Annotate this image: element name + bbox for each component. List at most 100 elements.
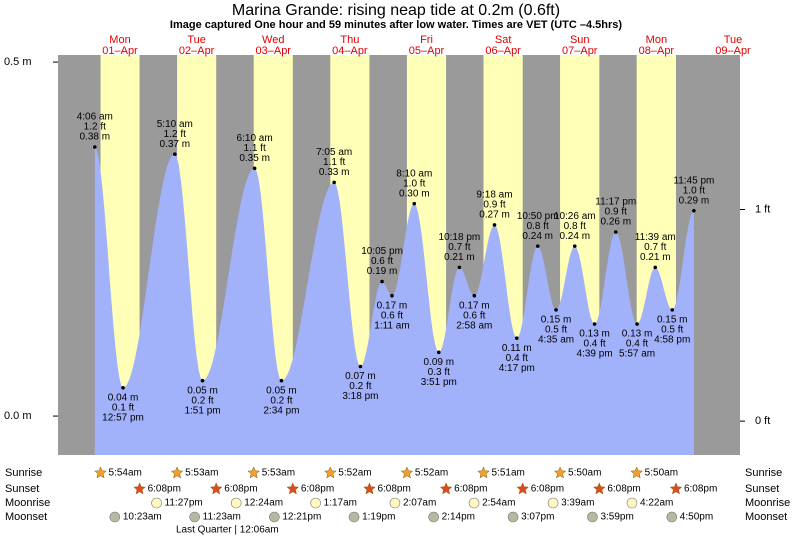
moon-phase: Last Quarter | 12:06am bbox=[176, 525, 279, 536]
row-label: Sunrise bbox=[745, 467, 782, 479]
extreme-label: 1.2 ft bbox=[164, 129, 186, 140]
y-tick-label: 0.5 m bbox=[4, 56, 32, 68]
extreme-label: 0.24 m bbox=[522, 231, 553, 242]
extreme-label: 11:39 am bbox=[635, 232, 676, 243]
extreme-label: 1:11 am bbox=[374, 320, 409, 331]
extreme-label: 0.6 ft bbox=[381, 310, 403, 321]
extreme-label: 1:51 pm bbox=[184, 405, 220, 416]
moon-icon bbox=[428, 511, 439, 523]
sunset-time: 6:08pm bbox=[301, 484, 334, 495]
sun-icon bbox=[94, 466, 107, 479]
day-name: Tue bbox=[724, 34, 743, 46]
moonset-time: 1:19pm bbox=[362, 512, 395, 523]
moonset-time: 10:23am bbox=[123, 512, 162, 523]
extreme-label: 0.5 ft bbox=[661, 325, 683, 336]
sun-icon bbox=[630, 466, 644, 479]
chart-title: Marina Grande: rising neap tide at 0.2m … bbox=[232, 2, 560, 19]
extreme-dot bbox=[613, 230, 618, 234]
moonset-time: 3:07pm bbox=[521, 512, 554, 523]
extreme-dot bbox=[635, 322, 639, 326]
extreme-dot bbox=[358, 364, 363, 369]
extreme-label: 1.2 ft bbox=[84, 122, 106, 133]
row-label: Moonset bbox=[5, 511, 47, 523]
day-name: Sun bbox=[570, 34, 590, 46]
sun-icon bbox=[209, 482, 223, 495]
sunrise-time: 5:53am bbox=[262, 468, 295, 479]
extreme-dot bbox=[200, 378, 205, 383]
extreme-dot bbox=[492, 223, 497, 227]
extreme-label: 3:51 pm bbox=[421, 377, 457, 388]
extreme-label: 0.19 m bbox=[367, 266, 398, 277]
extreme-label: 0.21 m bbox=[640, 252, 671, 263]
day-date: 07–Apr bbox=[562, 45, 598, 57]
extreme-label: 0.7 ft bbox=[644, 242, 666, 253]
sunrise-time: 5:51am bbox=[491, 468, 524, 479]
sun-icon bbox=[323, 466, 337, 479]
extreme-label: 10:26 am bbox=[554, 211, 596, 222]
moonrise-time: 2:07am bbox=[403, 498, 436, 509]
sunset-time: 6:08pm bbox=[607, 484, 640, 495]
extreme-label: 0.17 m bbox=[377, 300, 408, 311]
extreme-label: 11:45 pm bbox=[673, 175, 714, 186]
extreme-label: 0.26 m bbox=[600, 217, 631, 228]
sun-icon bbox=[592, 482, 606, 495]
moon-icon bbox=[348, 511, 360, 523]
extreme-dot bbox=[554, 308, 558, 312]
extreme-dot bbox=[332, 180, 336, 185]
sunset-time: 6:08pm bbox=[454, 484, 487, 495]
day-date: 09–Apr bbox=[715, 45, 751, 57]
extreme-label: 0.3 ft bbox=[428, 367, 450, 378]
extreme-dot bbox=[412, 201, 417, 206]
moon-icon bbox=[666, 511, 678, 523]
sun-icon bbox=[133, 482, 146, 495]
extreme-dot bbox=[515, 336, 519, 340]
extreme-label: 1.1 ft bbox=[323, 157, 345, 168]
extreme-label: 0.15 m bbox=[541, 315, 572, 326]
moon-icon bbox=[587, 511, 598, 523]
row-label: Moonrise bbox=[5, 497, 50, 509]
sun-icon bbox=[477, 466, 490, 479]
extreme-label: 4:39 pm bbox=[577, 349, 613, 360]
extreme-dot bbox=[380, 279, 384, 284]
extreme-dot bbox=[92, 145, 97, 149]
extreme-label: 4:58 pm bbox=[654, 335, 690, 346]
extreme-label: 0.4 ft bbox=[583, 339, 605, 350]
extreme-label: 0.8 ft bbox=[527, 221, 549, 232]
sun-icon bbox=[286, 482, 300, 495]
moon-icon bbox=[507, 511, 519, 523]
extreme-dot bbox=[572, 244, 577, 248]
sunrise-time: 5:50am bbox=[645, 468, 678, 479]
extreme-label: 0.2 ft bbox=[191, 395, 213, 406]
row-label: Sunset bbox=[5, 483, 39, 495]
extreme-label: 0.6 ft bbox=[463, 310, 485, 321]
day-date: 01–Apr bbox=[102, 45, 138, 57]
sunset-time: 6:08pm bbox=[531, 484, 564, 495]
extreme-label: 0.07 m bbox=[345, 371, 376, 382]
moon-icon bbox=[310, 497, 321, 509]
extreme-dot bbox=[173, 152, 177, 156]
row-label: Moonrise bbox=[745, 497, 790, 509]
chart-subtitle: Image captured One hour and 59 minutes a… bbox=[170, 19, 622, 31]
extreme-label: 11:17 pm bbox=[595, 197, 636, 208]
extreme-dot bbox=[670, 308, 675, 312]
extreme-label: 5:57 am bbox=[619, 349, 655, 360]
extreme-dot bbox=[436, 350, 441, 355]
sunrise-time: 5:52am bbox=[415, 468, 448, 479]
moonrise-time: 1:17am bbox=[324, 498, 357, 509]
extreme-label: 1.0 ft bbox=[403, 178, 425, 189]
sunrise-time: 5:53am bbox=[185, 468, 218, 479]
sunset-time: 6:08pm bbox=[684, 484, 717, 495]
extreme-label: 1.1 ft bbox=[244, 143, 266, 154]
extreme-label: 8:10 am bbox=[396, 168, 432, 179]
extreme-label: 0.17 m bbox=[459, 300, 490, 311]
day-name: Mon bbox=[109, 34, 130, 46]
sunset-time: 6:08pm bbox=[377, 484, 410, 495]
extreme-dot bbox=[457, 265, 462, 270]
moonset-time: 4:50pm bbox=[680, 512, 713, 523]
moon-icon bbox=[468, 497, 480, 509]
extreme-dot bbox=[592, 322, 597, 326]
sun-icon bbox=[439, 482, 453, 495]
moon-icon bbox=[189, 511, 200, 523]
moonrise-time: 3:39am bbox=[561, 498, 594, 509]
extreme-label: 9:18 am bbox=[476, 190, 512, 201]
